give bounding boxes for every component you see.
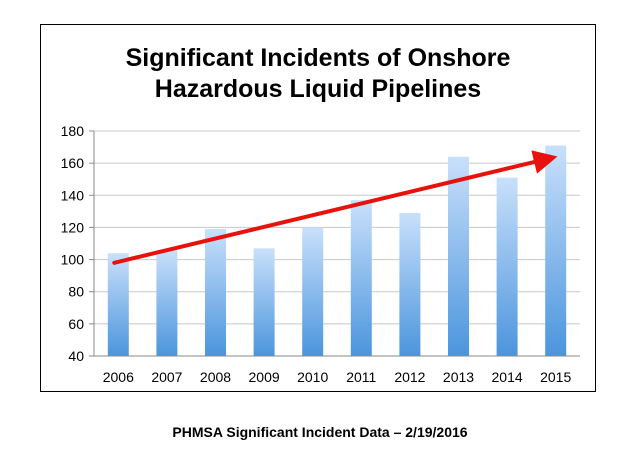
x-tick-label: 2012: [394, 369, 425, 385]
y-tick-label: 40: [68, 348, 84, 364]
x-tick-label: 2009: [249, 369, 280, 385]
y-tick-label: 60: [68, 316, 84, 332]
bar-2007: [156, 249, 178, 356]
x-tick-label: 2006: [103, 369, 134, 385]
bar-2006: [107, 253, 129, 356]
x-tick-label: 2010: [297, 369, 328, 385]
bars: [107, 145, 567, 356]
bar-2008: [205, 229, 226, 356]
x-tick-label: 2008: [200, 369, 231, 385]
x-tick-label: 2013: [443, 369, 474, 385]
y-tick-label: 80: [68, 284, 84, 300]
tick-labels: 40 60 80 100 120 140 160 180 2006 2007 2008 2009 201…: [61, 123, 572, 385]
axes: [89, 130, 580, 357]
bar-2011: [350, 200, 372, 356]
y-tick-label: 120: [61, 219, 85, 235]
y-tick-label: 100: [61, 252, 85, 268]
trend-arrow: [112, 150, 558, 265]
y-tick-label: 160: [61, 155, 85, 171]
y-tick-label: 180: [61, 123, 85, 139]
bar-2015: [545, 145, 567, 356]
source-caption: PHMSA Significant Incident Data – 2/19/2…: [172, 424, 468, 440]
y-tick-label: 140: [61, 187, 85, 203]
bar-2010: [302, 227, 324, 356]
x-tick-label: 2014: [492, 369, 523, 385]
bar-2014: [496, 177, 518, 356]
trend: [112, 150, 558, 265]
bar-2013: [448, 156, 469, 356]
x-tick-label: 2015: [540, 369, 571, 385]
chart-title: Significant Incidents of Onshore Hazardo…: [41, 43, 595, 105]
chart-title-line-2: Hazardous Liquid Pipelines: [154, 75, 482, 103]
chart-title-line-1: Significant Incidents of Onshore: [125, 44, 511, 72]
x-tick-label: 2007: [151, 369, 182, 385]
x-tick-label: 2011: [346, 369, 376, 385]
bar-2012: [399, 212, 421, 356]
bar-2009: [253, 248, 275, 356]
